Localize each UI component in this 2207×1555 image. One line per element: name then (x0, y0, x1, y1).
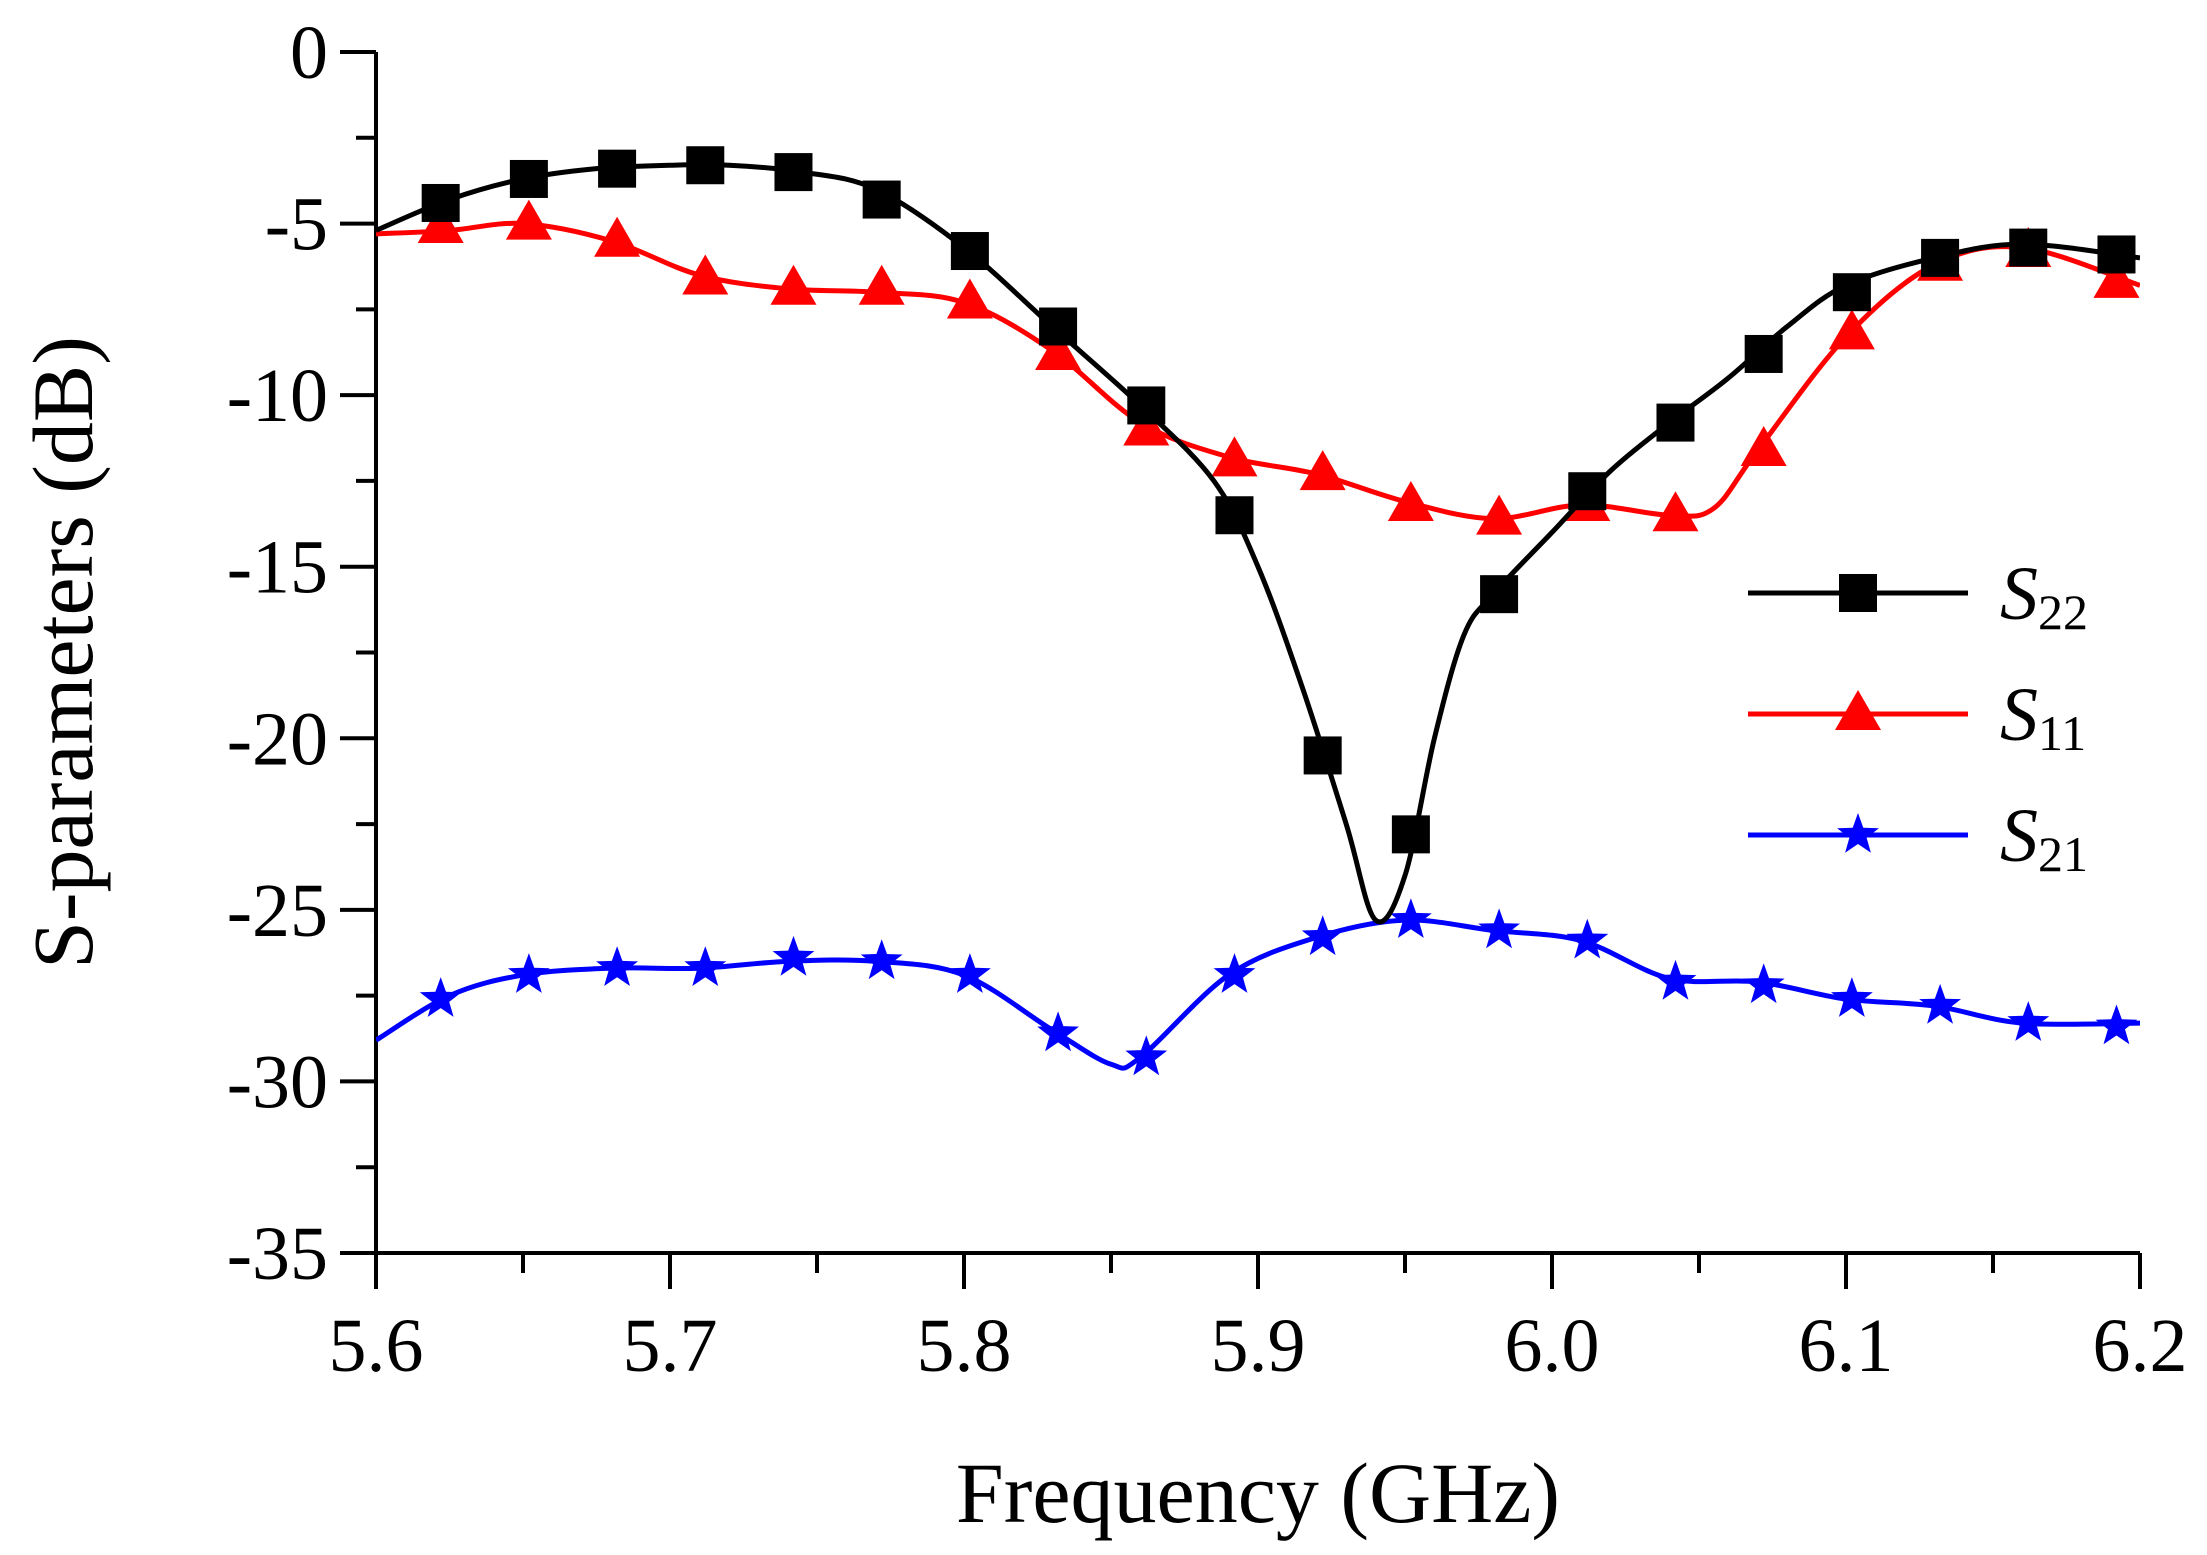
legend-label-main: S (2000, 673, 2038, 757)
data-point-s21 (1301, 915, 1344, 956)
data-point-s22 (1039, 307, 1078, 346)
data-point-s22 (774, 153, 813, 192)
data-point-s21 (772, 935, 815, 976)
data-point-s21 (1478, 908, 1520, 949)
legend-label: S22 (2000, 552, 2088, 640)
data-point-s11 (1123, 405, 1170, 446)
data-point-s22 (1568, 472, 1607, 511)
legend-label: S21 (2000, 794, 2088, 882)
data-point-s11 (1211, 436, 1258, 477)
data-point-s21 (1037, 1011, 1079, 1052)
data-point-s22 (1480, 575, 1519, 614)
data-point-s11 (505, 199, 552, 240)
legend-entry-s21: S21 (1748, 794, 2088, 882)
data-point-s11 (417, 203, 464, 244)
series-s21 (376, 898, 2140, 1076)
x-tick-label: 5.7 (623, 1304, 718, 1388)
data-point-s22 (686, 146, 725, 185)
data-point-s22 (2009, 228, 2048, 267)
x-axis-title: Frequency (GHz) (956, 1445, 1560, 1541)
data-point-s11 (770, 264, 817, 305)
data-point-s21 (1831, 977, 1873, 1017)
series-line-s22 (376, 162, 2140, 925)
data-point-s22 (509, 159, 548, 198)
data-point-s22 (1656, 403, 1695, 442)
x-tick-label: 6.2 (2093, 1304, 2188, 1388)
data-point-s21 (949, 953, 991, 993)
y-tick-label: -20 (227, 697, 328, 781)
y-tick-label: -25 (227, 869, 328, 953)
y-tick-label: -10 (227, 354, 328, 438)
data-point-s22 (950, 232, 989, 271)
x-tick-label: 6.0 (1505, 1304, 1600, 1388)
x-tick-label: 5.8 (917, 1304, 1012, 1388)
data-point-s21 (1654, 959, 1697, 1000)
series-line-s21 (376, 917, 2140, 1071)
data-point-s22 (1303, 736, 1342, 775)
series-s11 (376, 199, 2140, 535)
y-axis-title: S-parameters (dB) (15, 336, 111, 969)
data-point-s21 (1742, 963, 1785, 1004)
data-point-s22 (1127, 386, 1166, 425)
legend-label-subscript: 11 (2038, 705, 2086, 761)
data-point-s11 (1652, 491, 1699, 532)
x-tick-label: 5.6 (329, 1304, 424, 1388)
data-point-s22 (1744, 334, 1783, 373)
data-point-s11 (1387, 480, 1434, 521)
data-point-s21 (1125, 1035, 1168, 1076)
data-point-s11 (1035, 329, 1082, 370)
legend-entry-s11: S11 (1748, 673, 2086, 761)
x-tick-label: 6.1 (1799, 1304, 1894, 1388)
data-point-s11 (1299, 450, 1346, 491)
data-point-s22 (1832, 273, 1871, 312)
legend-label-main: S (2000, 794, 2038, 878)
y-tick-label: -15 (227, 526, 328, 610)
data-point-s11 (1740, 426, 1787, 467)
data-point-s11 (2093, 257, 2140, 298)
y-tick-label: 0 (290, 11, 328, 95)
data-point-s21 (596, 946, 638, 986)
data-point-s21 (1919, 983, 1961, 1024)
data-point-s11 (946, 278, 993, 319)
y-tick-label: -35 (227, 1212, 328, 1296)
data-point-s22 (1921, 238, 1960, 277)
legend-label: S11 (2000, 673, 2086, 761)
data-point-s22 (1215, 496, 1254, 535)
data-point-s22 (2097, 235, 2136, 274)
legend-label-subscript: 22 (2038, 584, 2088, 640)
legend-marker (1839, 574, 1877, 612)
data-point-s21 (684, 946, 727, 986)
data-point-s21 (860, 939, 903, 980)
legend-marker (1835, 690, 1881, 730)
data-point-s11 (1476, 494, 1523, 535)
data-point-s21 (2095, 1004, 2138, 1045)
x-tick-label: 5.9 (1211, 1304, 1306, 1388)
data-point-s11 (1828, 309, 1875, 350)
series-s22 (376, 146, 2140, 925)
data-point-s21 (508, 953, 550, 993)
data-point-s11 (858, 264, 905, 305)
data-point-s22 (598, 149, 637, 188)
data-point-s22 (862, 180, 901, 219)
series-line-s11 (376, 220, 2140, 522)
data-point-s22 (1391, 815, 1430, 854)
legend-entry-s22: S22 (1748, 552, 2088, 640)
plot-area (376, 146, 2140, 1076)
data-point-s21 (1566, 918, 1609, 959)
y-tick-label: -5 (265, 183, 328, 267)
legend-label-subscript: 21 (2038, 826, 2088, 882)
data-point-s21 (2007, 1001, 2050, 1041)
axes: 0 -5 -10 -15 -20 -25 -30 -355.6 5.7 5.8 5.9 6.0 6.1 6… (227, 11, 2188, 1388)
data-point-s21 (1390, 898, 1432, 938)
legend-label-main: S (2000, 552, 2038, 636)
y-tick-label: -30 (227, 1040, 328, 1124)
data-point-s11 (594, 216, 641, 257)
legend-marker (1837, 813, 1879, 853)
data-point-s21 (419, 977, 462, 1017)
data-point-s22 (421, 183, 460, 222)
data-point-s21 (1213, 953, 1256, 993)
data-point-s11 (682, 254, 729, 295)
